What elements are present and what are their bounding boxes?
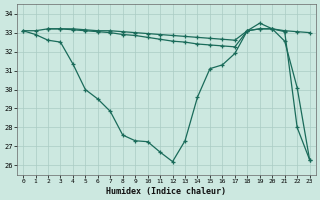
X-axis label: Humidex (Indice chaleur): Humidex (Indice chaleur)	[106, 187, 226, 196]
